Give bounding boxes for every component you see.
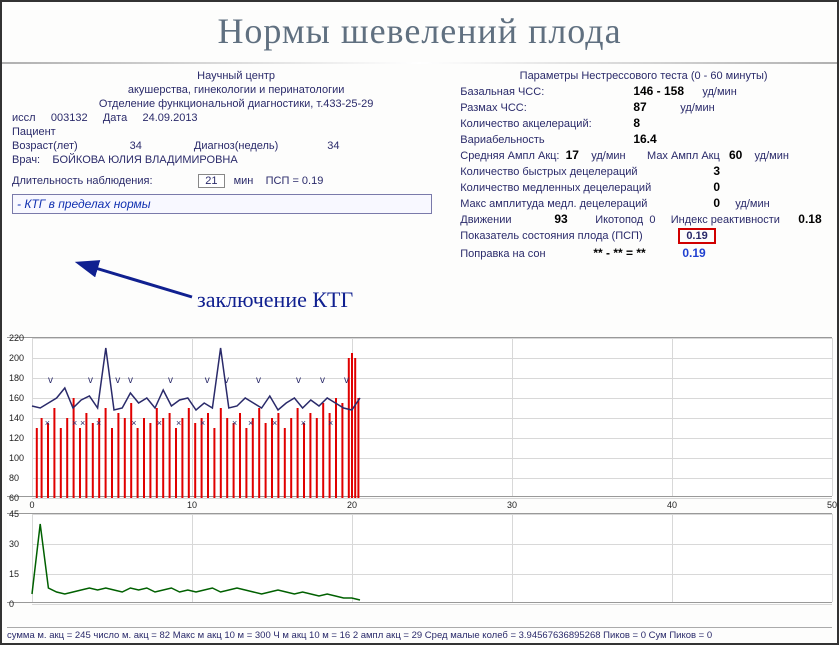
param-label: Базальная ЧСС: <box>460 86 630 98</box>
svg-text:v: v <box>296 375 301 386</box>
slow-dec-label: Количество медленных децелераций <box>460 182 710 194</box>
diag-value: 34 <box>327 140 339 152</box>
svg-text:v: v <box>88 375 93 386</box>
conclusion-box: - КТГ в пределах нормы <box>12 194 432 214</box>
svg-text:×: × <box>301 418 306 428</box>
max-ampl-label: Мах Ампл Акц <box>647 150 720 162</box>
arrow-conclusion <box>82 262 202 302</box>
mov-label: Движении <box>460 214 511 226</box>
svg-text:v: v <box>320 375 325 386</box>
psp-eq: ПСП = 0.19 <box>266 175 324 187</box>
param-row-0: Базальная ЧСС: 146 - 158 уд/мин <box>460 84 827 98</box>
charts-area: 608010012014016018020022001020304050vvvv… <box>7 337 832 603</box>
ampl-unit: уд/мин <box>591 150 625 162</box>
svg-text:×: × <box>80 418 85 428</box>
age-value: 34 <box>130 140 142 152</box>
ampl-label: Средняя Ампл Акц: <box>460 150 559 162</box>
svg-text:v: v <box>115 375 120 386</box>
svg-text:v: v <box>128 375 133 386</box>
svg-text:v: v <box>256 375 261 386</box>
svg-text:×: × <box>131 418 136 428</box>
param-row-1: Размах ЧСС: 87 уд/мин <box>460 100 827 114</box>
svg-text:×: × <box>176 418 181 428</box>
fast-dec-label: Количество быстрых децелераций <box>460 166 710 178</box>
param-value: 87 <box>633 100 646 114</box>
ampl-val: 17 <box>566 148 579 162</box>
svg-text:v: v <box>344 375 349 386</box>
duration-label: Длительность наблюдения: <box>12 175 153 187</box>
max-ampl-unit: уд/мин <box>755 150 789 162</box>
param-unit: уд/мин <box>702 86 736 98</box>
iko-val: 0 <box>649 214 655 226</box>
sleep-label: Поправка на сон <box>460 248 590 260</box>
svg-text:×: × <box>328 418 333 428</box>
fhr-chart: 608010012014016018020022001020304050vvvv… <box>7 337 832 497</box>
params-title: Параметры Нестрессового теста (0 - 60 ми… <box>460 70 827 82</box>
patient-label: Пациент <box>12 126 460 138</box>
info-panel: Научный центр акушерства, гинекологии и … <box>2 64 837 262</box>
svg-text:×: × <box>272 418 277 428</box>
svg-text:v: v <box>168 375 173 386</box>
svg-text:×: × <box>45 418 50 428</box>
param-label: Размах ЧСС: <box>460 102 630 114</box>
param-label: Вариабельность <box>460 134 630 146</box>
mov-val: 93 <box>554 212 567 226</box>
org-line1: Научный центр <box>12 70 460 82</box>
psp-label: Показатель состояния плода (ПСП) <box>460 230 675 242</box>
param-value: 146 - 158 <box>633 84 684 98</box>
svg-text:×: × <box>200 418 205 428</box>
param-unit: уд/мин <box>680 102 714 114</box>
duration-input[interactable]: 21 <box>198 174 224 188</box>
max-slow-unit: уд/мин <box>735 198 769 210</box>
svg-text:×: × <box>96 418 101 428</box>
date-label: Дата <box>103 112 127 124</box>
footer-stats: сумма м. акц = 245 число м. акц = 82 Мак… <box>7 627 832 641</box>
exam-label: иссл <box>12 112 36 124</box>
svg-text:v: v <box>48 375 53 386</box>
svg-text:×: × <box>72 418 77 428</box>
doctor-label: Врач: <box>12 154 40 166</box>
max-slow-label: Макс амплитуда медл. децелераций <box>460 198 710 210</box>
org-line2: акушерства, гинекологии и перинатологии <box>12 84 460 96</box>
react-label: Индекс реактивности <box>671 214 780 226</box>
uterine-chart: 0153045 <box>7 513 832 603</box>
svg-text:v: v <box>205 375 210 386</box>
param-row-3: Вариабельность 16.4 <box>460 132 827 146</box>
svg-text:×: × <box>232 418 237 428</box>
annotation-conclusion: заключение КТГ <box>197 287 353 313</box>
doctor-value: БОЙКОВА ЮЛИЯ ВЛАДИМИРОВНА <box>52 154 237 166</box>
param-label: Количество акцелераций: <box>460 118 630 130</box>
max-slow-val: 0 <box>713 196 720 210</box>
fast-dec-val: 3 <box>713 164 720 178</box>
age-label: Возраст(лет) <box>12 140 78 152</box>
page-title: Нормы шевелений плода <box>2 2 837 62</box>
diag-label: Диагноз(недель) <box>194 140 278 152</box>
param-value: 16.4 <box>633 132 656 146</box>
sleep-val: 0.19 <box>682 246 705 260</box>
psp-value-box: 0.19 <box>678 228 715 244</box>
slow-dec-val: 0 <box>713 180 720 194</box>
svg-text:v: v <box>224 375 229 386</box>
svg-text:×: × <box>248 418 253 428</box>
exam-no: 003132 <box>51 112 88 124</box>
sleep-mask: ** - ** = ** <box>593 246 645 260</box>
max-ampl-val: 60 <box>729 148 742 162</box>
svg-text:×: × <box>157 418 162 428</box>
param-row-2: Количество акцелераций: 8 <box>460 116 827 130</box>
iko-label: Икотопод <box>595 214 643 226</box>
param-value: 8 <box>633 116 640 130</box>
react-val: 0.18 <box>798 212 821 226</box>
date-value: 24.09.2013 <box>143 112 198 124</box>
org-line3: Отделение функциональной диагностики, т.… <box>12 98 460 110</box>
duration-unit: мин <box>234 175 254 187</box>
